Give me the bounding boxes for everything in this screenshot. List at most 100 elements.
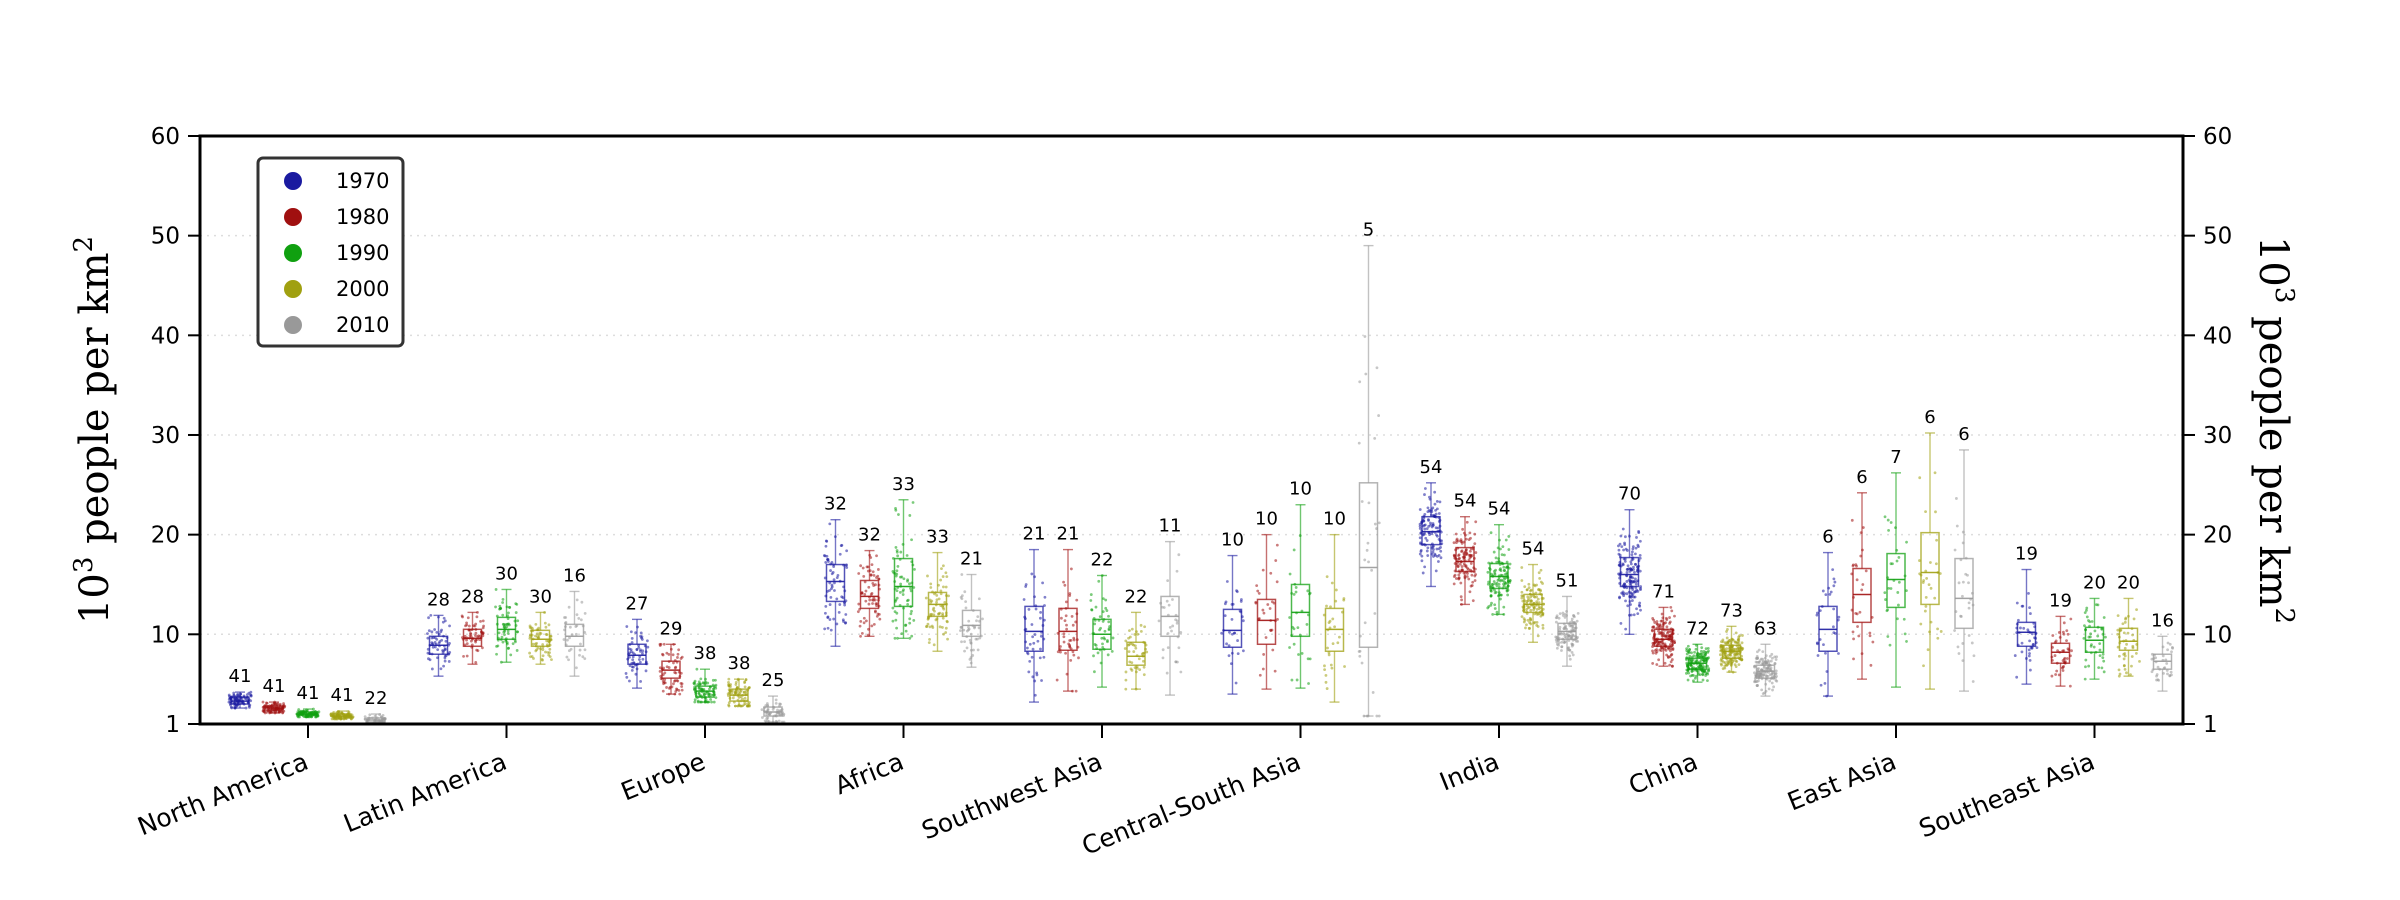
count-label: 73 — [1720, 600, 1743, 621]
point — [230, 706, 234, 710]
point — [1370, 568, 1374, 572]
point — [2089, 644, 2093, 648]
point — [563, 616, 566, 619]
point — [2020, 641, 2024, 645]
point — [474, 661, 478, 664]
point — [1230, 617, 1234, 621]
point — [427, 629, 431, 633]
point — [944, 626, 948, 630]
point — [1726, 628, 1729, 631]
point — [1418, 508, 1422, 511]
legend-marker — [284, 280, 302, 298]
point — [1628, 580, 1632, 584]
point — [1651, 649, 1654, 653]
point — [1837, 615, 1841, 619]
point — [1458, 562, 1462, 566]
point — [1634, 582, 1638, 586]
point — [1765, 674, 1769, 678]
point — [869, 573, 873, 577]
point — [1373, 436, 1377, 440]
point — [942, 632, 946, 636]
point — [2093, 629, 2097, 633]
point — [1905, 640, 1908, 643]
point — [1502, 584, 1506, 588]
y-axis-title-left: 103 people per km2 — [69, 236, 118, 624]
point — [502, 625, 506, 629]
box-group: 19 — [2013, 544, 2039, 685]
point — [1832, 584, 1836, 588]
point — [1621, 527, 1625, 531]
point — [1024, 583, 1028, 586]
point — [1634, 546, 1638, 550]
point — [675, 688, 679, 692]
count-label: 5 — [1363, 220, 1374, 241]
point — [1707, 649, 1710, 653]
point — [1469, 562, 1473, 565]
point — [674, 665, 678, 669]
point — [1358, 654, 1362, 658]
point — [368, 713, 372, 717]
point — [891, 619, 895, 623]
point — [1468, 549, 1472, 553]
point — [729, 683, 733, 686]
point — [1324, 680, 1328, 684]
point — [501, 613, 505, 617]
point — [1439, 549, 1443, 553]
point — [975, 637, 979, 641]
point — [1261, 667, 1265, 671]
point — [1124, 678, 1128, 682]
point — [1461, 527, 1465, 531]
point — [514, 602, 518, 605]
point — [2054, 673, 2058, 676]
point — [635, 648, 639, 652]
y-tick-label-left: 20 — [151, 523, 180, 549]
point — [1111, 636, 1115, 640]
point — [1625, 571, 1629, 574]
box-group: 21 — [959, 549, 984, 668]
point — [2029, 612, 2032, 615]
point — [906, 602, 910, 606]
point — [1069, 567, 1073, 571]
point — [874, 602, 878, 606]
point — [904, 623, 908, 627]
point — [2055, 669, 2059, 673]
point — [1075, 598, 1079, 602]
point — [2087, 635, 2091, 639]
point — [2097, 666, 2101, 670]
point — [698, 694, 702, 697]
y-tick-label-right: 60 — [2203, 124, 2232, 150]
point — [1093, 670, 1096, 674]
point — [714, 678, 717, 682]
point — [1068, 639, 1072, 642]
point — [1706, 672, 1710, 676]
point — [845, 549, 849, 553]
point — [1738, 634, 1742, 638]
box — [564, 623, 585, 648]
point — [1474, 520, 1478, 524]
point — [975, 619, 978, 623]
point — [1462, 562, 1466, 566]
point — [779, 702, 782, 706]
point — [1470, 573, 1474, 577]
point — [1499, 567, 1502, 571]
point — [1292, 548, 1296, 552]
point — [1520, 566, 1524, 569]
point — [1669, 605, 1673, 609]
point — [863, 592, 867, 596]
box-group: 28 — [460, 586, 485, 665]
count-label: 54 — [1420, 457, 1443, 478]
point — [680, 688, 684, 692]
point — [2166, 672, 2169, 676]
point — [872, 573, 876, 577]
point — [1492, 580, 1496, 583]
point — [567, 605, 571, 609]
point — [631, 651, 635, 655]
point — [1069, 659, 1073, 662]
point — [898, 590, 902, 594]
point — [2068, 684, 2072, 688]
point — [1031, 647, 1035, 651]
point — [2157, 678, 2161, 682]
count-label: 28 — [461, 586, 484, 607]
point — [1886, 635, 1890, 638]
point — [1107, 620, 1111, 624]
